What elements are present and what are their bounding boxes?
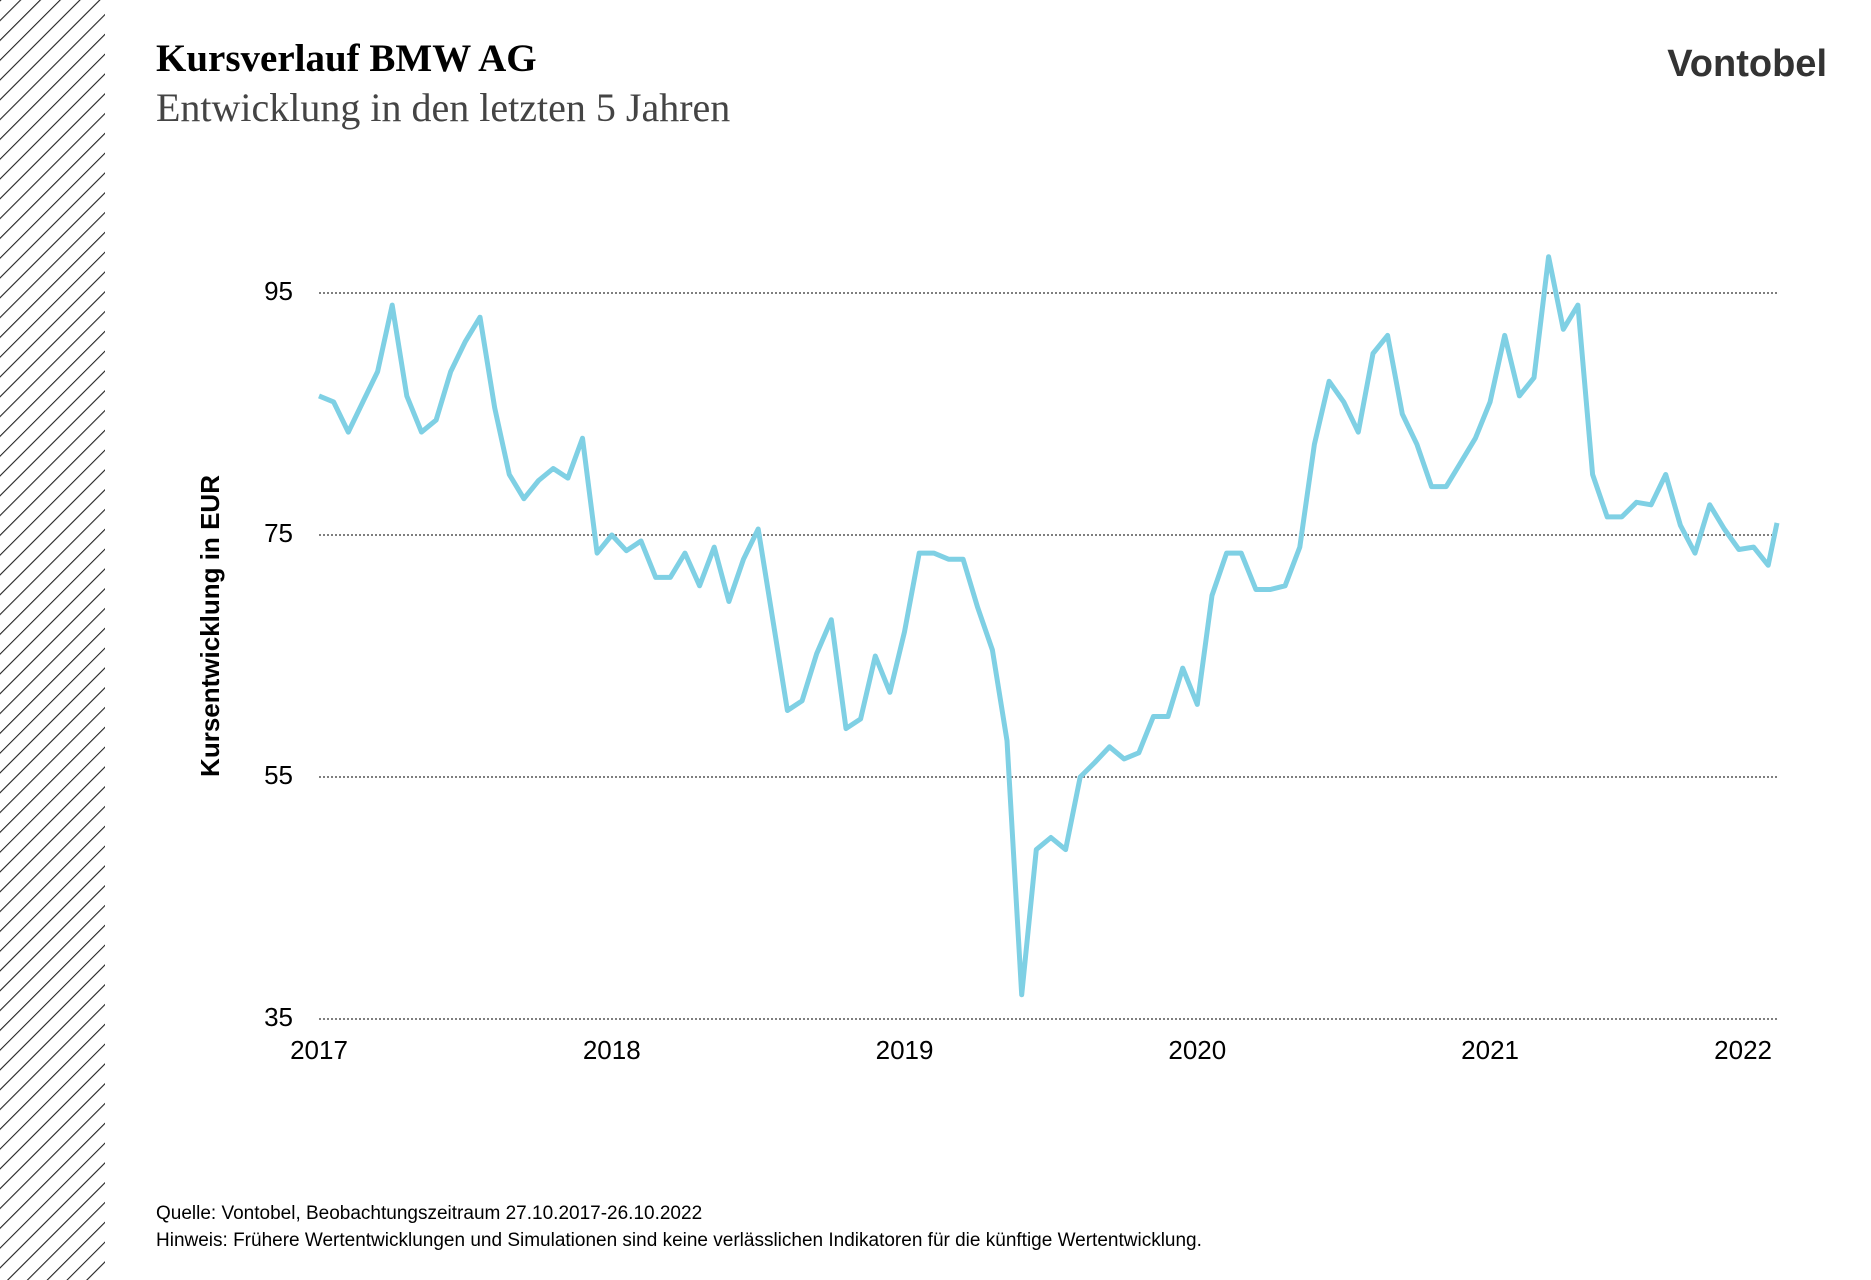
x-tick-label: 2021	[1461, 1035, 1519, 1065]
y-axis-label: Kursentwicklung in EUR	[195, 475, 225, 777]
y-tick-label: 35	[264, 1002, 293, 1032]
y-tick-label: 95	[264, 276, 293, 306]
y-tick-label: 55	[264, 760, 293, 790]
x-tick-label: 2022	[1714, 1035, 1772, 1065]
source-note: Quelle: Vontobel, Beobachtungszeitraum 2…	[156, 1203, 702, 1224]
price-line	[318, 254, 1780, 998]
logo: Vontobel	[1667, 43, 1827, 85]
hatch-strip	[0, 0, 105, 1280]
x-tick-label: 2019	[876, 1035, 934, 1065]
chart-title: Kursverlauf BMW AG	[156, 37, 537, 80]
x-tick-label: 2018	[583, 1035, 641, 1065]
x-tick-label: 2017	[290, 1035, 348, 1065]
x-tick-label: 2020	[1168, 1035, 1226, 1065]
disclaimer: Hinweis: Frühere Wertentwicklungen und S…	[156, 1230, 1202, 1251]
chart-subtitle: Entwicklung in den letzten 5 Jahren	[156, 85, 730, 130]
y-tick-label: 75	[264, 518, 293, 548]
